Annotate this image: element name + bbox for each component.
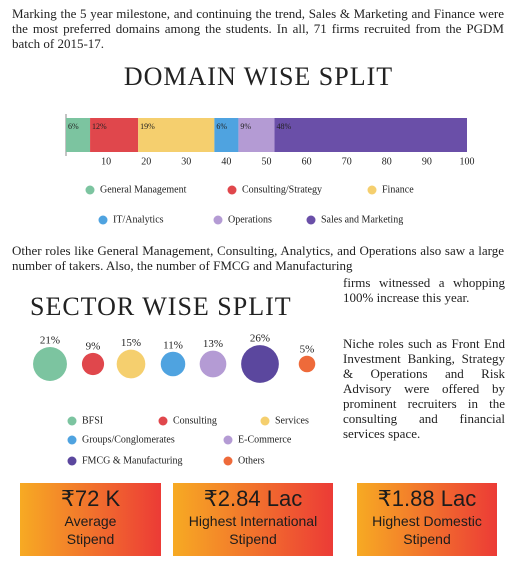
stat-card: ₹2.84 Lac Highest International Stipend: [173, 483, 333, 556]
bubble: [241, 345, 279, 383]
bar-segment: [138, 118, 215, 152]
paragraph: Niche roles such as Front End Investment…: [343, 336, 505, 441]
paragraph: firms witnessed a whopping 100% increase…: [343, 275, 505, 305]
legend-label: FMCG & Manufacturing: [82, 455, 183, 466]
data-label: 11%: [163, 339, 183, 351]
legend-marker: [223, 456, 233, 466]
data-label: 19%: [140, 122, 155, 131]
data-label: 21%: [40, 335, 60, 347]
legend-marker: [85, 185, 95, 195]
legend-marker: [213, 215, 223, 225]
legend-marker: [367, 185, 377, 195]
x-tick-label: 60: [302, 156, 312, 167]
x-tick-label: 100: [460, 156, 475, 167]
legend-label: Finance: [382, 184, 414, 195]
data-label: 13%: [203, 338, 223, 350]
data-label: 9%: [240, 122, 251, 131]
chart-title: SECTOR WISE SPLIT: [30, 292, 292, 321]
x-tick-label: 10: [101, 156, 111, 167]
bubble: [116, 349, 146, 379]
bar-segment: [274, 118, 467, 152]
x-tick-label: 50: [262, 156, 272, 167]
stat-value: ₹2.84 Lac: [203, 486, 303, 511]
x-tick-label: 40: [221, 156, 231, 167]
bar-segment: [66, 118, 91, 152]
legend-label: Groups/Conglomerates: [82, 434, 175, 445]
legend-marker: [158, 416, 168, 426]
stat-value: ₹72 K: [60, 486, 121, 511]
legend-label: BFSI: [82, 415, 103, 426]
legend-marker: [67, 456, 77, 466]
x-tick-label: 90: [422, 156, 432, 167]
legend-label: Operations: [228, 214, 272, 225]
legend-label: Services: [275, 415, 309, 426]
legend-label: Consulting/Strategy: [242, 184, 322, 195]
legend-label: IT/Analytics: [113, 214, 164, 225]
bubble: [199, 350, 227, 378]
x-tick-label: 80: [382, 156, 392, 167]
data-label: 12%: [92, 122, 107, 131]
legend-label: Others: [238, 455, 265, 466]
bubble: [81, 352, 105, 376]
legend-label: Consulting: [173, 415, 217, 426]
bubble: [160, 351, 186, 377]
data-label: 6%: [68, 122, 79, 131]
data-label: 9%: [86, 340, 101, 352]
x-tick-label: 20: [141, 156, 151, 167]
x-tick-label: 30: [181, 156, 191, 167]
data-label: 48%: [277, 122, 292, 131]
stat-label: Average Stipend: [64, 513, 117, 547]
legend-label: General Management: [100, 184, 187, 195]
legend-marker: [260, 416, 270, 426]
stat-card: ₹72 K Average Stipend: [20, 483, 161, 556]
data-label: 5%: [300, 343, 315, 355]
legend-marker: [227, 185, 237, 195]
paragraph: Marking the 5 year milestone, and contin…: [12, 6, 504, 51]
data-label: 6%: [216, 122, 227, 131]
legend-marker: [98, 215, 108, 225]
data-label: 26%: [250, 333, 270, 345]
domain-chart: 10 20 30 40 50 60 70 80 90 100 6% 12% 19% 6% 9% 48% Gene…: [65, 114, 475, 225]
x-tick-label: 70: [342, 156, 352, 167]
legend-marker: [223, 435, 233, 445]
legend-marker: [306, 215, 316, 225]
stat-label: Highest International Stipend: [188, 513, 318, 547]
stat-label: Highest Domestic Stipend: [372, 513, 482, 547]
legend-label: Sales and Marketing: [321, 214, 403, 225]
legend-label: E-Commerce: [238, 434, 292, 445]
bar-segment: [238, 118, 275, 152]
legend-marker: [67, 435, 77, 445]
bar-segment: [90, 118, 139, 152]
bubble: [298, 355, 316, 373]
chart-title: DOMAIN WISE SPLIT: [123, 62, 394, 91]
legend-marker: [67, 416, 77, 426]
data-label: 15%: [121, 337, 141, 349]
bubble: [33, 347, 67, 381]
stat-card: ₹1.88 Lac Highest Domestic Stipend: [357, 483, 497, 556]
stat-value: ₹1.88 Lac: [377, 486, 477, 511]
bar-segment: [214, 118, 239, 152]
sector-chart: 21% 9% 15% 11% 13% 26% 5% BFSI Consulting Service…: [33, 333, 316, 466]
paragraph: Other roles like General Management, Con…: [12, 243, 504, 273]
